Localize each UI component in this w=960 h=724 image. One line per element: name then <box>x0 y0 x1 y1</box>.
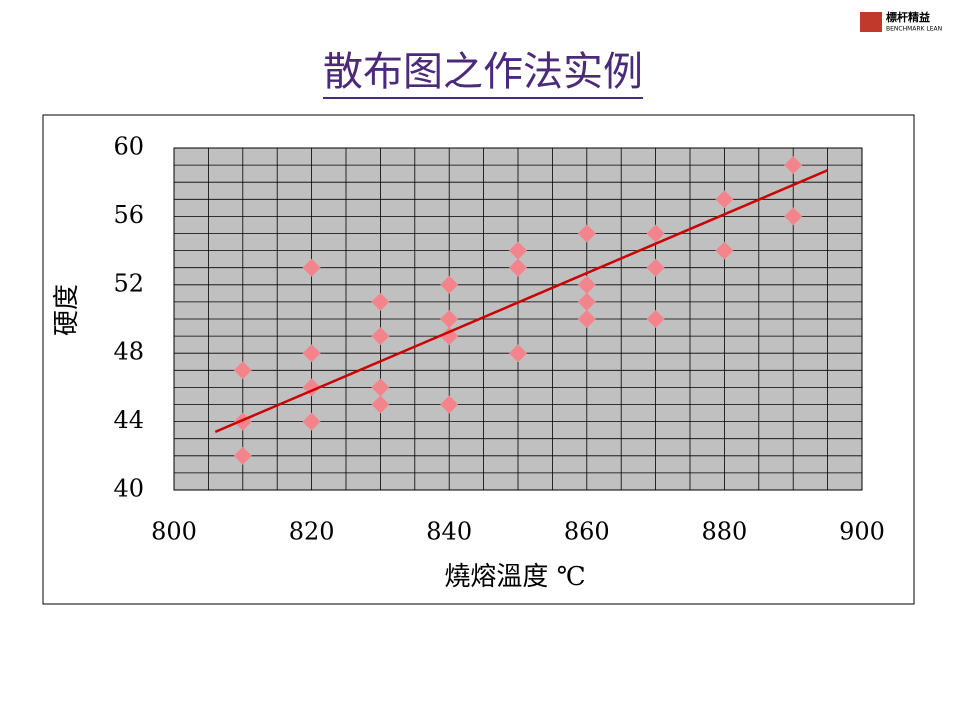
data-point <box>577 310 596 328</box>
data-point <box>371 378 390 397</box>
logo-subtitle: BENCHMARK LEAN <box>886 26 942 33</box>
data-point <box>715 241 734 260</box>
trend-line <box>214 169 829 434</box>
data-point <box>371 395 390 414</box>
data-point <box>784 156 803 175</box>
data-point <box>302 344 321 363</box>
data-point <box>509 241 527 260</box>
data-point <box>784 207 803 226</box>
data-point <box>440 275 459 294</box>
x-axis-label: 燒熔溫度 ℃ <box>444 562 585 592</box>
logo-icon <box>860 12 882 32</box>
data-point <box>577 224 596 243</box>
data-point <box>509 258 527 277</box>
data-point <box>440 327 459 346</box>
data-point <box>577 275 596 294</box>
data-point <box>302 412 321 431</box>
slide-title: 散布图之作法实例 <box>323 49 643 95</box>
data-point <box>440 310 459 328</box>
logo-name: 標杆精益 <box>886 10 930 24</box>
data-point <box>646 224 665 243</box>
y-tick-label: 52 <box>113 269 144 297</box>
y-tick-label: 44 <box>113 406 144 434</box>
y-tick-label: 48 <box>113 338 144 366</box>
data-point <box>233 446 252 465</box>
x-tick-label: 840 <box>426 518 472 546</box>
y-tick-label: 56 <box>113 201 144 229</box>
data-point <box>302 258 321 277</box>
data-point <box>577 292 596 311</box>
data-point <box>371 327 390 346</box>
y-axis-label: 硬度 <box>52 284 82 336</box>
x-tick-label: 860 <box>564 518 610 546</box>
data-point <box>440 395 459 414</box>
x-tick-label: 880 <box>701 518 747 546</box>
y-tick-label: 40 <box>113 475 144 503</box>
x-tick-label: 900 <box>839 518 885 546</box>
data-point <box>646 310 665 328</box>
x-tick-label: 820 <box>289 518 335 546</box>
y-tick-label: 60 <box>113 133 144 161</box>
data-point <box>646 258 665 277</box>
data-point <box>233 361 252 380</box>
data-point <box>371 292 390 311</box>
data-point <box>509 344 527 363</box>
x-tick-label: 800 <box>151 518 197 546</box>
data-point <box>715 190 734 209</box>
